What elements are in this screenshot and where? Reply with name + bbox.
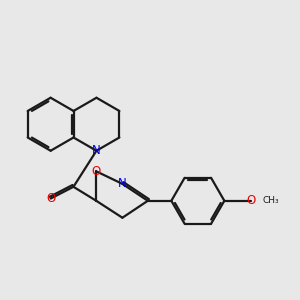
- Text: O: O: [247, 194, 256, 207]
- Text: N: N: [92, 144, 101, 157]
- Text: O: O: [92, 165, 101, 178]
- Text: N: N: [118, 177, 127, 190]
- Text: CH₃: CH₃: [262, 196, 279, 205]
- Text: O: O: [46, 192, 55, 205]
